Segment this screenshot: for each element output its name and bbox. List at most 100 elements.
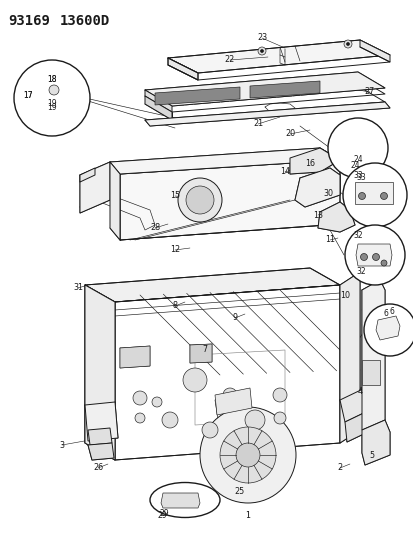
Circle shape (343, 40, 351, 48)
Circle shape (161, 412, 178, 428)
Text: 18: 18 (47, 76, 57, 85)
Text: 10: 10 (339, 290, 349, 300)
Polygon shape (214, 388, 252, 415)
Text: 6: 6 (382, 309, 387, 318)
Ellipse shape (150, 482, 219, 518)
Polygon shape (110, 162, 120, 240)
Circle shape (223, 388, 236, 402)
Polygon shape (85, 402, 118, 441)
Circle shape (327, 118, 387, 178)
Text: 15: 15 (169, 191, 180, 200)
Polygon shape (168, 58, 197, 80)
Polygon shape (110, 148, 339, 174)
Text: 24: 24 (352, 156, 362, 165)
Circle shape (219, 427, 275, 483)
Circle shape (202, 422, 218, 438)
Polygon shape (120, 160, 339, 240)
Polygon shape (190, 344, 211, 363)
Text: 32: 32 (352, 230, 362, 239)
Text: 19: 19 (47, 99, 57, 108)
Polygon shape (339, 272, 359, 443)
Polygon shape (339, 388, 369, 422)
Circle shape (358, 192, 365, 199)
Polygon shape (359, 40, 389, 62)
Polygon shape (361, 420, 389, 465)
Circle shape (380, 260, 386, 266)
Polygon shape (85, 285, 115, 460)
Text: 4: 4 (357, 387, 362, 397)
Text: 20: 20 (284, 130, 294, 139)
Text: 33: 33 (355, 174, 365, 182)
Text: 9: 9 (232, 313, 237, 322)
Text: 7: 7 (202, 345, 207, 354)
Polygon shape (145, 72, 384, 106)
Text: 28: 28 (150, 223, 160, 232)
Text: 16: 16 (304, 159, 314, 168)
Polygon shape (361, 280, 384, 430)
Circle shape (235, 443, 259, 467)
Polygon shape (294, 168, 339, 207)
Text: 18: 18 (47, 76, 57, 85)
Circle shape (244, 410, 264, 430)
Polygon shape (88, 428, 112, 445)
Text: 27: 27 (364, 87, 374, 96)
Text: 93169: 93169 (8, 14, 50, 28)
Text: 8: 8 (172, 302, 177, 311)
Polygon shape (85, 268, 339, 302)
Text: 3: 3 (59, 440, 64, 449)
Polygon shape (145, 96, 171, 120)
Polygon shape (145, 102, 389, 126)
Text: 5: 5 (368, 451, 374, 461)
Polygon shape (249, 81, 319, 98)
Polygon shape (154, 87, 240, 105)
Text: 24: 24 (349, 161, 359, 171)
Polygon shape (355, 244, 391, 266)
Polygon shape (168, 40, 389, 73)
Text: 6: 6 (389, 308, 394, 317)
Circle shape (272, 388, 286, 402)
Circle shape (49, 85, 59, 95)
Circle shape (185, 186, 214, 214)
Polygon shape (375, 316, 399, 340)
Text: 21: 21 (252, 119, 262, 128)
Text: 17: 17 (23, 91, 33, 100)
Polygon shape (161, 493, 199, 508)
Circle shape (152, 397, 161, 407)
Polygon shape (317, 202, 354, 232)
Text: 11: 11 (324, 236, 334, 245)
Circle shape (372, 254, 379, 261)
Circle shape (135, 413, 145, 423)
Text: 26: 26 (93, 464, 103, 472)
Polygon shape (80, 168, 95, 182)
Text: 22: 22 (224, 55, 235, 64)
Text: 32: 32 (355, 268, 365, 277)
Circle shape (257, 47, 266, 55)
Text: 13600D: 13600D (60, 14, 110, 28)
Polygon shape (80, 162, 110, 213)
Text: 1: 1 (245, 512, 250, 521)
Circle shape (260, 50, 263, 52)
Polygon shape (120, 346, 150, 368)
Polygon shape (289, 148, 339, 174)
Text: 29: 29 (158, 512, 167, 521)
Circle shape (380, 192, 387, 199)
Polygon shape (88, 443, 114, 460)
Circle shape (178, 178, 221, 222)
Circle shape (183, 368, 206, 392)
Circle shape (346, 43, 349, 45)
Text: 25: 25 (234, 488, 244, 497)
Circle shape (360, 254, 367, 261)
Polygon shape (85, 285, 115, 460)
Circle shape (342, 163, 406, 227)
Text: 33: 33 (352, 171, 362, 180)
Circle shape (363, 304, 413, 356)
Polygon shape (145, 90, 171, 112)
Circle shape (344, 225, 404, 285)
Bar (361, 360, 379, 385)
Text: 31: 31 (73, 284, 83, 293)
Text: 2: 2 (337, 464, 342, 472)
Text: 17: 17 (23, 91, 33, 100)
Text: 29: 29 (159, 510, 169, 519)
Text: 13: 13 (312, 211, 322, 220)
Circle shape (273, 412, 285, 424)
